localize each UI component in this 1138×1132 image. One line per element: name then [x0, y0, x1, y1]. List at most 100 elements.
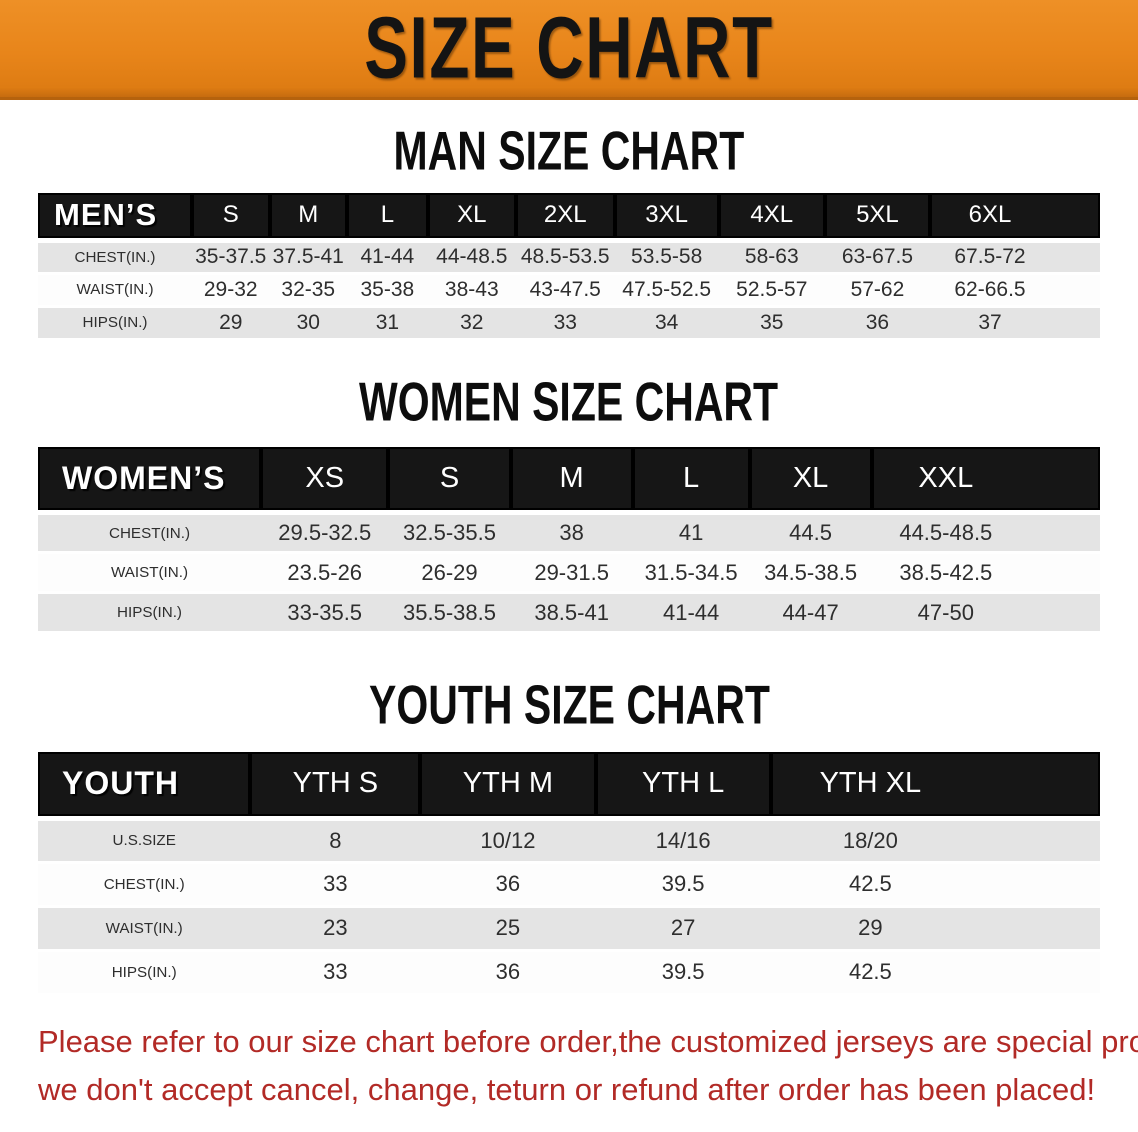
measurement-value: 38.5-41 — [510, 592, 633, 634]
measurement-value: 26-29 — [388, 552, 511, 594]
measurement-value: 33 — [515, 306, 615, 341]
measurement-value: 37.5-41 — [269, 240, 348, 275]
measurement-label: WAIST(IN.) — [38, 552, 262, 594]
size-column-header: M — [510, 446, 633, 515]
size-table: MEN’S S M L XL 2XL 3XL 4XL 5XL 6XL CHEST(IN.) 35-… — [38, 193, 1100, 341]
measurement-value: 30 — [269, 306, 348, 341]
measurement-value: 35.5-38.5 — [388, 592, 511, 634]
banner-title: SIZE CHART — [364, 0, 774, 97]
measurement-value: 35-38 — [347, 273, 428, 308]
measurement-row: WAIST(IN.) 29-32 32-35 35-38 38-43 43-47.5 47.… — [38, 273, 1100, 308]
measurement-label: HIPS(IN.) — [38, 592, 262, 634]
measurement-label: CHEST(IN.) — [38, 862, 251, 908]
measurement-value: 29.5-32.5 — [261, 512, 389, 554]
measurement-value: 38 — [510, 512, 633, 554]
disclaimer-line-1: Please refer to our size chart before or… — [38, 1023, 1138, 1059]
measurement-value: 36 — [420, 950, 596, 996]
section-heading-text: YOUTH SIZE CHART — [368, 674, 770, 736]
size-column-header: S — [388, 446, 511, 515]
measurement-row: CHEST(IN.) 33 36 39.5 42.5 — [38, 862, 1100, 908]
measurement-value: 47.5-52.5 — [614, 273, 719, 308]
measurement-value: 41-44 — [632, 592, 750, 634]
measurement-label: HIPS(IN.) — [38, 306, 192, 341]
measurement-value: 57-62 — [824, 273, 930, 308]
measurement-value: 33 — [250, 950, 421, 996]
measurement-value: 31 — [347, 306, 428, 341]
size-header-row: YOUTH YTH S YTH M YTH L YTH XL — [38, 752, 1100, 821]
size-column-header: XL — [427, 193, 516, 243]
measurement-value: 38-43 — [427, 273, 516, 308]
measurement-label: U.S.SIZE — [38, 818, 251, 864]
table-corner-header: YOUTH — [38, 752, 251, 821]
disclaimer: Please refer to our size chart before or… — [0, 1018, 1138, 1116]
measurement-value: 29 — [191, 306, 270, 341]
measurement-value: 37 — [930, 306, 1100, 341]
measurement-value: 41 — [632, 512, 750, 554]
banner: SIZE CHART — [0, 0, 1138, 100]
measurement-value: 63-67.5 — [824, 240, 930, 275]
section-heading: MAN SIZE CHART — [0, 120, 1138, 182]
measurement-label: CHEST(IN.) — [38, 512, 262, 554]
measurement-value: 33-35.5 — [261, 592, 389, 634]
section-heading-text: MAN SIZE CHART — [393, 120, 745, 182]
size-column-header: 2XL — [515, 193, 615, 243]
measurement-value: 38.5-42.5 — [871, 552, 1100, 594]
measurement-value: 10/12 — [420, 818, 596, 864]
measurement-value: 29-31.5 — [510, 552, 633, 594]
size-column-header: XL — [749, 446, 872, 515]
measurement-value: 67.5-72 — [930, 240, 1100, 275]
size-charts-container: MAN SIZE CHART MEN’S S M L XL 2XL 3XL 4XL 5XL 6X… — [0, 120, 1138, 996]
measurement-value: 14/16 — [595, 818, 771, 864]
measurement-value: 32-35 — [269, 273, 348, 308]
size-column-header: S — [191, 193, 270, 243]
size-column-header: XS — [261, 446, 389, 515]
table-corner-header: MEN’S — [38, 193, 192, 243]
size-table: YOUTH YTH S YTH M YTH L YTH XL U.S.SIZE 8 10/… — [38, 752, 1100, 996]
measurement-value: 31.5-34.5 — [632, 552, 750, 594]
measurement-value: 35-37.5 — [191, 240, 270, 275]
measurement-value: 25 — [420, 906, 596, 952]
measurement-value: 32 — [427, 306, 516, 341]
size-table: WOMEN’S XS S M L XL XXL CHEST(IN.) 29.5-32.5 32… — [38, 446, 1100, 634]
measurement-row: WAIST(IN.) 23.5-26 26-29 29-31.5 31.5-34.5 34… — [38, 552, 1100, 594]
size-column-header: 6XL — [930, 193, 1100, 243]
measurement-value: 44-48.5 — [427, 240, 516, 275]
measurement-value: 8 — [250, 818, 421, 864]
size-column-header: 4XL — [718, 193, 825, 243]
measurement-value: 53.5-58 — [614, 240, 719, 275]
size-header-row: MEN’S S M L XL 2XL 3XL 4XL 5XL 6XL — [38, 193, 1100, 243]
size-column-header: XXL — [871, 446, 1100, 515]
size-chart-section: MAN SIZE CHART MEN’S S M L XL 2XL 3XL 4XL 5XL 6X… — [0, 120, 1138, 341]
measurement-value: 34.5-38.5 — [749, 552, 872, 594]
measurement-label: WAIST(IN.) — [38, 906, 251, 952]
size-column-header: M — [269, 193, 348, 243]
size-column-header: YTH L — [595, 752, 771, 821]
measurement-value: 52.5-57 — [718, 273, 825, 308]
measurement-value: 44.5 — [749, 512, 872, 554]
size-column-header: YTH M — [420, 752, 596, 821]
measurement-row: HIPS(IN.) 33-35.5 35.5-38.5 38.5-41 41-44 44-… — [38, 592, 1100, 634]
measurement-value: 36 — [824, 306, 930, 341]
size-column-header: YTH S — [250, 752, 421, 821]
measurement-value: 36 — [420, 862, 596, 908]
measurement-value: 39.5 — [595, 862, 771, 908]
measurement-value: 44-47 — [749, 592, 872, 634]
size-column-header: YTH XL — [770, 752, 1100, 821]
measurement-value: 44.5-48.5 — [871, 512, 1100, 554]
size-column-header: L — [347, 193, 428, 243]
measurement-value: 33 — [250, 862, 421, 908]
measurement-value: 41-44 — [347, 240, 428, 275]
disclaimer-line-2: we don't accept cancel, change, teturn o… — [38, 1072, 1096, 1108]
size-column-header: 5XL — [824, 193, 930, 243]
size-column-header: L — [632, 446, 750, 515]
measurement-value: 35 — [718, 306, 825, 341]
size-chart-section: YOUTH SIZE CHART YOUTH YTH S YTH M YTH L YT… — [0, 674, 1138, 996]
measurement-value: 39.5 — [595, 950, 771, 996]
measurement-value: 29-32 — [191, 273, 270, 308]
measurement-row: CHEST(IN.) 29.5-32.5 32.5-35.5 38 41 44.5 44.5… — [38, 512, 1100, 554]
measurement-value: 42.5 — [770, 950, 1100, 996]
measurement-value: 62-66.5 — [930, 273, 1100, 308]
measurement-value: 48.5-53.5 — [515, 240, 615, 275]
measurement-value: 34 — [614, 306, 719, 341]
measurement-row: CHEST(IN.) 35-37.5 37.5-41 41-44 44-48.5 48.5… — [38, 240, 1100, 275]
